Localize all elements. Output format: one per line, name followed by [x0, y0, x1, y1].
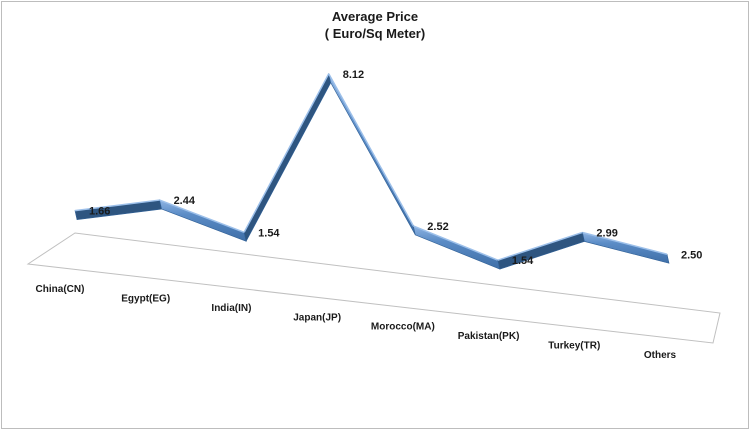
- category-label: Morocco(MA): [371, 322, 435, 333]
- ribbon-segment: [497, 232, 585, 270]
- value-label: 8.12: [343, 69, 364, 81]
- ribbon-top-edge: [582, 231, 668, 255]
- ribbon-top-edge: [497, 231, 583, 261]
- category-label: Pakistan(PK): [458, 331, 520, 342]
- category-label: Turkey(TR): [548, 341, 600, 352]
- value-label: 1.66: [89, 206, 110, 218]
- series-ribbon: [74, 72, 670, 270]
- category-label: Others: [644, 350, 677, 361]
- ribbon-top-edge: [413, 225, 499, 261]
- ribbon-top-edge: [328, 73, 414, 227]
- category-label: Japan(JP): [293, 312, 341, 323]
- value-labels: 1.66 2.44 1.54 8.12 2.52 1.54 2.99 2.50: [89, 69, 702, 267]
- category-label: China(CN): [36, 284, 85, 295]
- chart-subtitle: ( Euro/Sq Meter): [324, 26, 426, 41]
- value-label: 2.50: [681, 249, 702, 261]
- value-label: 2.52: [427, 221, 448, 233]
- ribbon-segment: [243, 72, 332, 243]
- chart-title-block: Average Price ( Euro/Sq Meter): [0, 8, 750, 42]
- ribbon-top-edge: [74, 199, 160, 212]
- ribbon-segment: [412, 225, 501, 270]
- category-labels: China(CN) Egypt(EG) India(IN) Japan(JP) Moro…: [36, 284, 677, 361]
- value-label: 1.54: [258, 227, 280, 239]
- floor-plane: [26, 232, 721, 344]
- ribbon-segment: [74, 199, 162, 221]
- value-label: 2.99: [596, 227, 617, 239]
- chart-title: Average Price: [331, 9, 419, 24]
- ribbon-top-edge: [243, 73, 330, 233]
- category-label: India(IN): [211, 303, 251, 314]
- category-label: Egypt(EG): [121, 293, 170, 304]
- ribbon-top-edge: [159, 199, 245, 234]
- value-label: 1.54: [512, 255, 534, 267]
- ribbon-segment: [159, 199, 247, 242]
- ribbon-segment: [582, 232, 670, 264]
- value-label: 2.44: [174, 195, 196, 207]
